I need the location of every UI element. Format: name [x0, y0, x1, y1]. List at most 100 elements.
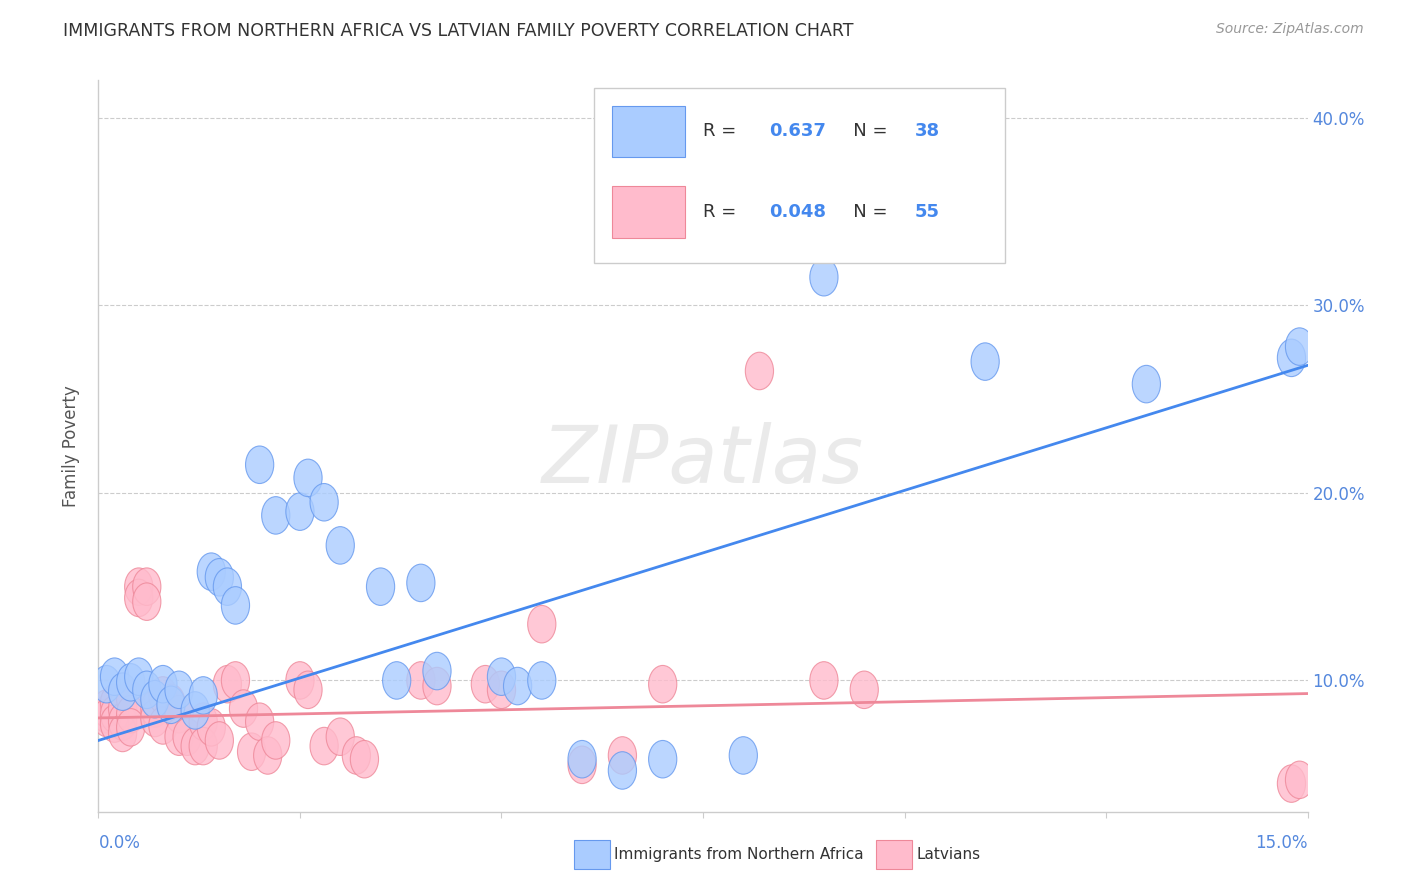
Ellipse shape [342, 737, 371, 774]
Ellipse shape [93, 696, 121, 733]
Text: 15.0%: 15.0% [1256, 834, 1308, 852]
Ellipse shape [810, 662, 838, 699]
Ellipse shape [285, 662, 314, 699]
FancyBboxPatch shape [613, 106, 685, 157]
Ellipse shape [141, 690, 169, 727]
Text: 0.0%: 0.0% [98, 834, 141, 852]
Text: 0.048: 0.048 [769, 203, 827, 221]
Ellipse shape [238, 733, 266, 771]
Text: Source: ZipAtlas.com: Source: ZipAtlas.com [1216, 22, 1364, 37]
Ellipse shape [149, 665, 177, 703]
Ellipse shape [125, 568, 153, 606]
Ellipse shape [190, 677, 218, 714]
Ellipse shape [132, 671, 160, 708]
Ellipse shape [972, 343, 1000, 380]
Ellipse shape [181, 691, 209, 729]
Ellipse shape [311, 727, 339, 764]
Ellipse shape [350, 740, 378, 778]
Ellipse shape [648, 665, 676, 703]
Ellipse shape [285, 493, 314, 531]
Text: N =: N = [837, 122, 893, 140]
Text: ZIPatlas: ZIPatlas [541, 422, 865, 500]
Ellipse shape [117, 664, 145, 701]
Ellipse shape [527, 662, 555, 699]
Ellipse shape [125, 579, 153, 616]
Ellipse shape [423, 652, 451, 690]
Ellipse shape [326, 718, 354, 756]
Ellipse shape [1278, 339, 1306, 376]
Ellipse shape [488, 671, 516, 708]
Text: N =: N = [837, 203, 893, 221]
FancyBboxPatch shape [613, 186, 685, 237]
Ellipse shape [141, 699, 169, 737]
Ellipse shape [149, 706, 177, 744]
Ellipse shape [165, 718, 193, 756]
Text: 0.637: 0.637 [769, 122, 827, 140]
Ellipse shape [100, 705, 129, 742]
Ellipse shape [262, 497, 290, 534]
Text: 55: 55 [915, 203, 939, 221]
Ellipse shape [197, 708, 225, 746]
Ellipse shape [730, 737, 758, 774]
Text: Immigrants from Northern Africa: Immigrants from Northern Africa [614, 847, 865, 862]
Ellipse shape [190, 703, 218, 740]
Ellipse shape [609, 737, 637, 774]
Ellipse shape [108, 690, 136, 727]
Ellipse shape [253, 737, 281, 774]
Ellipse shape [125, 658, 153, 696]
Ellipse shape [100, 696, 129, 733]
Ellipse shape [1285, 328, 1313, 366]
Ellipse shape [149, 677, 177, 714]
Text: R =: R = [703, 122, 742, 140]
Ellipse shape [745, 352, 773, 390]
Ellipse shape [423, 667, 451, 705]
Ellipse shape [93, 699, 121, 737]
Ellipse shape [648, 740, 676, 778]
Ellipse shape [117, 708, 145, 746]
Ellipse shape [100, 684, 129, 722]
Ellipse shape [262, 722, 290, 759]
Ellipse shape [173, 718, 201, 756]
Ellipse shape [568, 746, 596, 783]
Ellipse shape [311, 483, 339, 521]
Ellipse shape [108, 703, 136, 740]
Ellipse shape [141, 681, 169, 718]
Ellipse shape [471, 665, 499, 703]
Text: Latvians: Latvians [917, 847, 981, 862]
Ellipse shape [157, 684, 186, 722]
Ellipse shape [108, 673, 136, 710]
Ellipse shape [100, 658, 129, 696]
Ellipse shape [197, 553, 225, 591]
Ellipse shape [851, 671, 879, 708]
Ellipse shape [117, 681, 145, 718]
Ellipse shape [568, 740, 596, 778]
Ellipse shape [488, 658, 516, 696]
Ellipse shape [190, 727, 218, 764]
Ellipse shape [157, 686, 186, 723]
Ellipse shape [1285, 761, 1313, 798]
Ellipse shape [294, 459, 322, 497]
Ellipse shape [165, 696, 193, 733]
Text: R =: R = [703, 203, 742, 221]
Ellipse shape [294, 671, 322, 708]
Ellipse shape [367, 568, 395, 606]
Y-axis label: Family Poverty: Family Poverty [62, 385, 80, 507]
Ellipse shape [246, 446, 274, 483]
Ellipse shape [93, 690, 121, 727]
Ellipse shape [326, 526, 354, 564]
Ellipse shape [221, 662, 250, 699]
Ellipse shape [246, 703, 274, 740]
Ellipse shape [181, 727, 209, 764]
Ellipse shape [503, 667, 531, 705]
Ellipse shape [221, 587, 250, 624]
Ellipse shape [132, 582, 160, 621]
Ellipse shape [165, 671, 193, 708]
Ellipse shape [1132, 366, 1160, 403]
Ellipse shape [609, 752, 637, 789]
Ellipse shape [527, 606, 555, 643]
Ellipse shape [810, 259, 838, 296]
FancyBboxPatch shape [595, 87, 1005, 263]
Ellipse shape [406, 662, 434, 699]
Ellipse shape [93, 665, 121, 703]
Ellipse shape [382, 662, 411, 699]
